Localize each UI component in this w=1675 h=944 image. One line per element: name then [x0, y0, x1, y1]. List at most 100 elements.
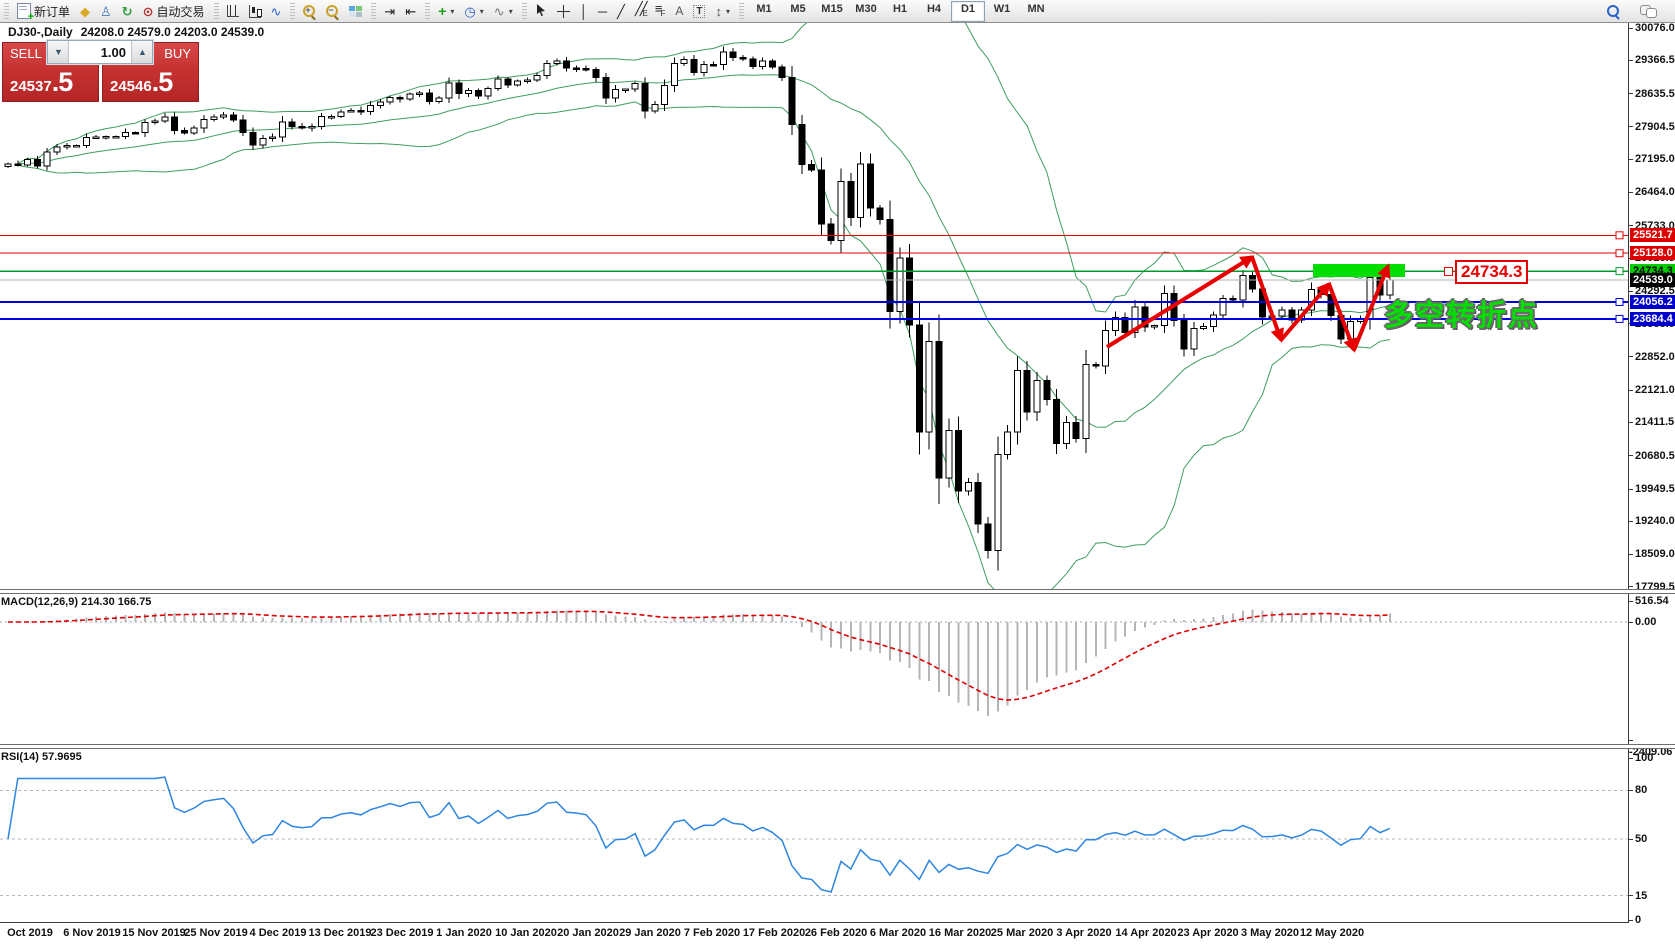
rsi-axis-label: 80: [1629, 784, 1675, 796]
volume-decrease-button[interactable]: ▼: [48, 41, 69, 63]
price-level-badge: 25521.7: [1630, 228, 1675, 243]
rsi-pane-divider[interactable]: [0, 744, 1675, 749]
time-axis-label: 16 Mar 2020: [928, 927, 992, 939]
line-handle[interactable]: [1615, 231, 1624, 240]
time-axis-label: 26 Feb 2020: [804, 927, 868, 939]
time-axis-label: 14 Apr 2020: [1115, 927, 1177, 939]
bar-chart-button[interactable]: [222, 0, 244, 22]
market-watch-button[interactable]: ◆: [75, 0, 95, 22]
text-icon: A: [675, 3, 684, 18]
line-handle[interactable]: [1615, 298, 1624, 307]
timeframe-button-w1[interactable]: W1: [993, 2, 1011, 15]
bar-chart-icon: [226, 5, 239, 17]
toolbar-group-grip[interactable]: [4, 3, 9, 19]
trendline-icon: ╱: [617, 3, 625, 19]
chinese-annotation-text[interactable]: 多空转折点: [1384, 300, 1540, 332]
rsi-axis-label: 50: [1629, 833, 1675, 845]
navigator-button[interactable]: ↻: [117, 0, 138, 22]
line-handle[interactable]: [1615, 249, 1624, 258]
channel-button[interactable]: ╱╱E: [630, 0, 650, 22]
price-axis-tick: 22852.0: [1629, 351, 1675, 363]
chart-ohlc-header: DJ30-,Daily 24208.0 24579.0 24203.0 24539…: [8, 25, 272, 39]
macd-pane[interactable]: [0, 593, 1628, 744]
one-click-trade-widget: SELL 24537.5 BUY 24546.5 ▼ ▲: [2, 40, 199, 102]
toolbar-group-grip[interactable]: [371, 3, 377, 19]
time-axis-label: 23 Apr 2020: [1177, 927, 1239, 939]
time-axis-label: 1 Jan 2020: [436, 927, 492, 939]
time-axis-label: 17 Feb 2020: [742, 927, 806, 939]
auto-trading-button[interactable]: ⊙ 自动交易: [138, 0, 210, 22]
search-button[interactable]: [1601, 0, 1625, 22]
tile-windows-button[interactable]: [344, 0, 367, 22]
price-axis-tick: 22121.0: [1629, 384, 1675, 396]
macd-axis-label: 516.54: [1629, 595, 1675, 607]
bollinger-lower-band: [17, 101, 1390, 589]
data-window-button[interactable]: ♙: [95, 0, 117, 22]
text-button[interactable]: A: [670, 0, 688, 22]
crosshair-icon: [556, 4, 570, 18]
vertical-line-button[interactable]: │: [575, 0, 593, 22]
timeframe-button-mn[interactable]: MN: [1027, 2, 1045, 15]
breakout-label-handle[interactable]: [1444, 267, 1453, 277]
timeframe-button-m30[interactable]: M30: [855, 2, 877, 15]
crosshair-button[interactable]: [552, 0, 575, 22]
trendline-button[interactable]: ╱: [612, 0, 630, 22]
templates-button[interactable]: ∿ ▾: [489, 0, 518, 22]
chart-shift-icon: ⇤: [405, 3, 417, 19]
line-handle[interactable]: [1615, 314, 1624, 323]
time-axis-label: 7 Feb 2020: [683, 927, 741, 939]
indicators-button[interactable]: + ▾: [433, 0, 459, 22]
periods-button[interactable]: ◷ ▾: [459, 0, 488, 22]
indicators-icon: +: [438, 2, 447, 19]
price-axis-tick: 19949.5: [1629, 483, 1675, 495]
horizontal-line-button[interactable]: ─: [593, 0, 612, 22]
shapes-button[interactable]: ↕ ▾: [710, 0, 735, 22]
zigzag-arrow-segment[interactable]: [1105, 255, 1255, 349]
zoom-in-button[interactable]: +: [298, 0, 321, 22]
volume-input[interactable]: [69, 41, 131, 63]
auto-scroll-button[interactable]: ⇥: [379, 0, 400, 22]
price-chart-pane[interactable]: [0, 22, 1628, 589]
new-order-button[interactable]: + 新订单: [12, 0, 75, 23]
channel-icon: ╱╱E: [634, 0, 649, 19]
chart-shift-button[interactable]: ⇤: [400, 0, 421, 22]
macd-pane-divider[interactable]: [0, 589, 1675, 594]
buy-price: 24546.5: [110, 67, 173, 97]
bollinger-middle-band: [17, 74, 1390, 428]
timeframe-button-h1[interactable]: H1: [892, 2, 908, 15]
main-toolbar: + 新订单 ◆ ♙ ↻ ⊙ 自动交易 ∿ + − ⇥ ⇤ + ▾ ◷ ▾ ∿ ▾ │ ─ ╱ ╱╱E ≡F A T ↕ ▾ M1 M5 M…: [0, 0, 1675, 23]
toolbar-group-grip[interactable]: [213, 3, 219, 19]
zoom-out-button[interactable]: −: [321, 0, 344, 22]
zigzag-arrow-segment[interactable]: [1327, 283, 1357, 353]
cursor-button[interactable]: [530, 0, 552, 22]
text-label-button[interactable]: T: [688, 0, 710, 22]
green-zone-rectangle[interactable]: [1313, 264, 1405, 277]
candlestick-chart-button[interactable]: [244, 0, 266, 22]
zigzag-arrow-segment[interactable]: [1279, 281, 1331, 342]
zigzag-arrow-segment[interactable]: [1250, 256, 1284, 343]
timeframe-button-m15[interactable]: M15: [821, 2, 843, 15]
time-axis-label: 12 May 2020: [1299, 927, 1365, 939]
time-axis-label: 6 Mar 2020: [869, 927, 927, 939]
price-axis-tick: 18509.0: [1629, 548, 1675, 560]
timeframe-button-m1[interactable]: M1: [756, 2, 772, 15]
timeframe-button-h4[interactable]: H4: [926, 2, 942, 15]
timeframe-button-m5[interactable]: M5: [790, 2, 806, 15]
toolbar-group-grip[interactable]: [425, 3, 431, 19]
price-axis-tick: 19240.0: [1629, 515, 1675, 527]
price-level-badge: 23684.4: [1630, 311, 1675, 326]
line-chart-button[interactable]: ∿: [266, 0, 287, 22]
zigzag-arrow-segment[interactable]: [1352, 263, 1391, 351]
fibonacci-button[interactable]: ≡F: [650, 0, 670, 22]
rsi-pane[interactable]: [0, 748, 1628, 922]
toolbar-group-grip[interactable]: [521, 3, 527, 19]
bollinger-upper-band: [17, 22, 1390, 313]
line-handle[interactable]: [1615, 267, 1624, 276]
breakout-price-label[interactable]: 24734.3: [1455, 260, 1529, 284]
timeframe-button-d1[interactable]: D1: [951, 0, 985, 22]
chat-button[interactable]: [1635, 0, 1661, 22]
toolbar-group-grip[interactable]: [739, 3, 744, 19]
volume-increase-button[interactable]: ▲: [131, 41, 152, 63]
price-axis[interactable]: 30076.0 29366.5 28635.5 27904.5 27195.0 26464…: [1628, 22, 1675, 926]
toolbar-group-grip[interactable]: [290, 3, 296, 19]
